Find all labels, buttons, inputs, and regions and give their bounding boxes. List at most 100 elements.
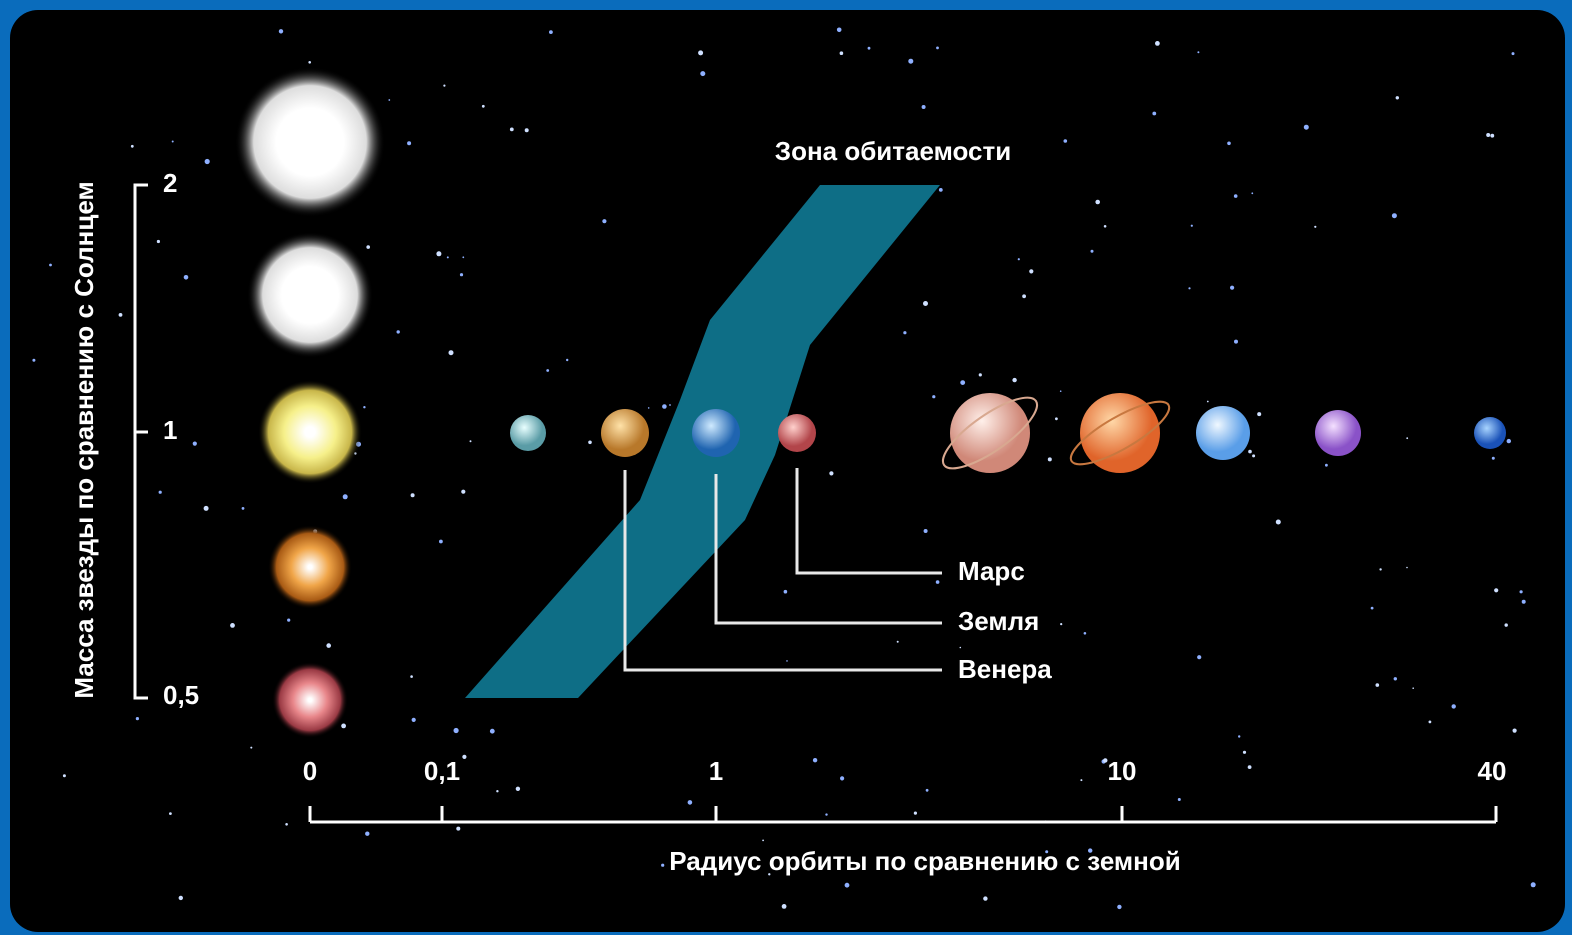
star-dot	[1227, 142, 1231, 146]
star-dot	[960, 647, 962, 649]
star-dot	[454, 728, 459, 733]
zone-label: Зона обитаемости	[775, 136, 1011, 166]
star-dot	[1191, 225, 1193, 227]
star-dot	[825, 813, 827, 815]
star-dot	[443, 85, 445, 87]
star-dot	[412, 718, 416, 722]
star-dot	[960, 380, 965, 385]
star-dot	[922, 105, 926, 109]
star-dot	[456, 827, 460, 831]
star-dot	[436, 251, 441, 256]
star-dot	[1513, 729, 1517, 733]
planet-icon	[692, 409, 740, 457]
x-tick-label: 0	[303, 756, 317, 786]
star-dot	[782, 904, 787, 909]
star-dot	[1325, 464, 1328, 467]
star-dot	[1494, 588, 1498, 592]
star-dot	[1406, 437, 1408, 439]
star-dot	[169, 812, 172, 815]
star-dot	[1238, 735, 1240, 737]
star-dot	[184, 275, 189, 280]
star-dot	[1064, 139, 1068, 143]
star-icon	[235, 67, 385, 217]
star-dot	[516, 787, 520, 791]
star-dot	[669, 404, 671, 406]
star-dot	[193, 442, 197, 446]
star-dot	[1512, 52, 1515, 55]
star-dot	[1376, 683, 1380, 687]
star-dot	[366, 245, 370, 249]
star-dot	[1304, 125, 1309, 130]
star-dot	[1197, 51, 1199, 53]
star-dot	[837, 28, 842, 33]
star-dot	[1248, 450, 1252, 454]
star-dot	[762, 840, 764, 842]
star-dot	[1486, 133, 1490, 137]
y-tick-label: 2	[163, 168, 177, 198]
star-dot	[1394, 677, 1397, 680]
star-dot	[1188, 287, 1190, 289]
star-dot	[1048, 457, 1052, 461]
star-dot	[482, 105, 485, 108]
star-dot	[525, 128, 529, 132]
star-dot	[903, 331, 906, 334]
star-dot	[1505, 623, 1508, 626]
star-dot	[1248, 765, 1252, 769]
star-dot	[462, 256, 464, 258]
star-dot	[1276, 520, 1281, 525]
star-dot	[1029, 269, 1033, 273]
star-dot	[157, 240, 160, 243]
star-dot	[688, 800, 693, 805]
star-dot	[979, 373, 982, 376]
star-dot	[566, 359, 568, 361]
star-dot	[1084, 632, 1087, 635]
star-dot	[923, 301, 928, 306]
star-dot	[662, 404, 667, 409]
star-dot	[1531, 882, 1536, 887]
star-dot	[308, 61, 311, 64]
star-dot	[936, 47, 939, 50]
star-dot	[172, 141, 174, 143]
star-dot	[1152, 112, 1156, 116]
page: Марс Земля Венера Зона обитаемости 2 1 0…	[0, 0, 1572, 935]
planet-icon	[1474, 417, 1506, 449]
y-tick-label: 0,5	[163, 680, 199, 710]
star-dot	[462, 755, 466, 759]
star-dot	[588, 441, 592, 445]
star-dot	[1234, 194, 1238, 198]
star-dot	[1314, 226, 1316, 228]
star-dot	[784, 590, 788, 594]
star-dot	[1091, 250, 1094, 253]
star-dot	[926, 789, 929, 792]
star-dot	[326, 643, 331, 648]
star-dot	[813, 758, 817, 762]
star-dot	[411, 493, 415, 497]
star-dot	[1429, 721, 1432, 724]
star-icon	[272, 662, 348, 738]
star-dot	[1252, 454, 1255, 457]
star-dot	[1022, 294, 1026, 298]
star-dot	[242, 507, 245, 510]
star-dot	[460, 273, 463, 276]
star-dot	[63, 774, 66, 777]
star-icon	[247, 232, 373, 358]
star-dot	[1251, 192, 1253, 194]
diagram: Марс Земля Венера Зона обитаемости 2 1 0…	[0, 0, 1572, 935]
star-dot	[1520, 590, 1523, 593]
star-dot	[840, 776, 844, 780]
star-dot	[496, 790, 498, 792]
star-dot	[1207, 401, 1209, 403]
star-dot	[786, 660, 788, 662]
star-dot	[159, 491, 162, 494]
x-axis-label: Радиус орбиты по сравнению с земной	[669, 846, 1180, 876]
star-dot	[510, 127, 514, 131]
star-dot	[1197, 655, 1201, 659]
star-dot	[1060, 623, 1062, 625]
star-dot	[285, 823, 288, 826]
star-dot	[407, 141, 411, 145]
star-dot	[939, 188, 943, 192]
star-dot	[461, 490, 465, 494]
star-dot	[698, 50, 703, 55]
star-dot	[1452, 704, 1456, 708]
star-dot	[700, 71, 705, 76]
